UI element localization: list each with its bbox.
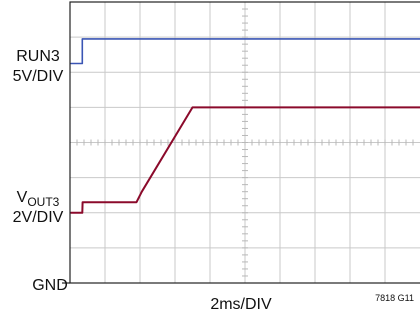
trace-layer <box>70 38 420 214</box>
plot-frame <box>69 1 420 284</box>
gnd-label: GND <box>32 277 68 294</box>
vout3-label-subscript: OUT3 <box>27 195 59 209</box>
vout3-scale-label: 2V/DIV <box>13 209 64 226</box>
figure-id: 7818 G11 <box>375 293 414 303</box>
vout3-label: VOUT3 <box>17 189 60 209</box>
series-run3-trace <box>70 38 420 65</box>
series-vout3-trace <box>70 106 420 214</box>
run3-scale-label: 5V/DIV <box>13 68 64 85</box>
scope-grid <box>70 2 420 283</box>
vout3-label-main: V <box>17 189 28 206</box>
run3-label: RUN3 <box>16 48 60 65</box>
x-axis-label: 2ms/DIV <box>210 296 272 313</box>
